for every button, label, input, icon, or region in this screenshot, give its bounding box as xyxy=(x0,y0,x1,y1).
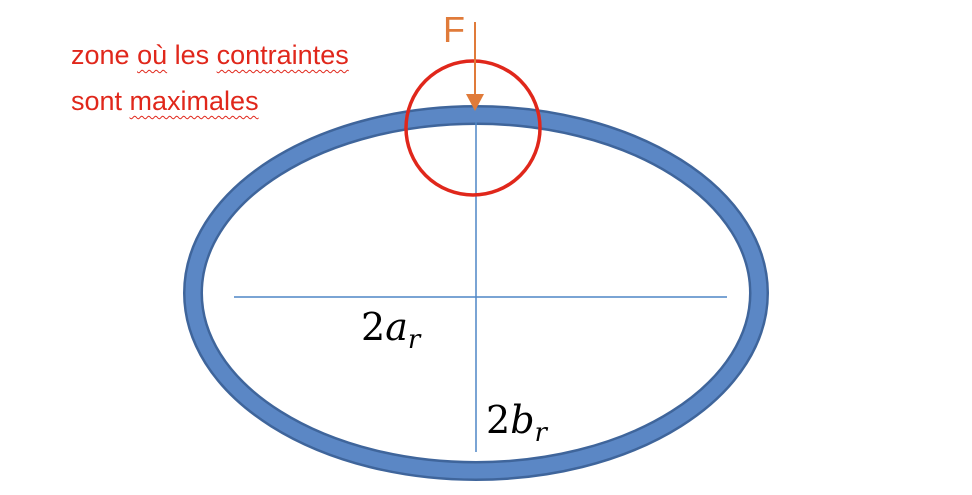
annotation-line-1: zone où les contraintes xyxy=(71,37,349,73)
elliptical-ring xyxy=(185,107,767,479)
annotation-underlined-word: maximales xyxy=(129,86,259,116)
annotation-line-2: sont maximales xyxy=(71,83,349,119)
minor-axis-subscript: r xyxy=(534,418,547,448)
max-stress-zone-circle xyxy=(404,59,542,197)
annotation-text: les xyxy=(167,40,217,70)
annotation-underlined-word: contraintes xyxy=(216,40,349,70)
minor-axis-symbol: b xyxy=(510,398,535,442)
stress-zone-annotation: zone où les contraintes sont maximales xyxy=(71,37,349,119)
force-arrow-head xyxy=(466,94,484,111)
major-axis-label: 2ar xyxy=(361,305,420,353)
major-axis-symbol: a xyxy=(385,305,408,349)
minor-axis-coef: 2 xyxy=(486,398,511,442)
force-label: F xyxy=(443,9,465,50)
major-axis-subscript: r xyxy=(407,325,421,355)
major-axis-coef: 2 xyxy=(361,305,386,349)
annotation-text: sont xyxy=(71,86,130,116)
annotation-text: zone xyxy=(71,40,138,70)
minor-axis-label: 2br xyxy=(486,398,547,446)
annotation-underlined-word: où xyxy=(137,40,168,70)
